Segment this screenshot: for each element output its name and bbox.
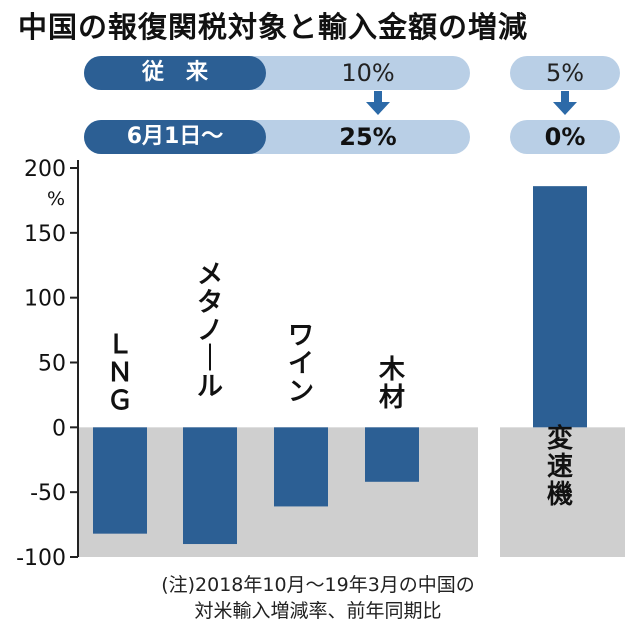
y-tick-label: 200 bbox=[24, 157, 66, 182]
negative-region-background bbox=[500, 427, 625, 557]
tariff-after-pill-group2: 0% bbox=[510, 120, 620, 154]
chart-title: 中国の報復関税対象と輸入金額の増減 bbox=[18, 10, 529, 44]
y-tick-label: -100 bbox=[16, 546, 66, 571]
tariff-after-pill-group1: 6月1日～ 25% bbox=[84, 120, 470, 154]
note-line-2: 対米輸入増減率、前年同期比 bbox=[194, 600, 442, 622]
category-label-3: ワイン bbox=[288, 321, 314, 407]
tariff-before-label: 従 来 bbox=[84, 56, 266, 90]
bar-5 bbox=[533, 186, 587, 428]
bar-1 bbox=[93, 427, 147, 534]
y-tick-label: -50 bbox=[30, 481, 66, 506]
tariff-before-rate-group1: 10% bbox=[341, 59, 395, 87]
category-label-5: 変速機 bbox=[547, 423, 573, 510]
y-tick-label: 50 bbox=[38, 352, 66, 377]
category-label-4: 木材 bbox=[378, 355, 405, 413]
category-label-2: メタノ｜ル bbox=[197, 260, 223, 402]
chart-note: (注)2018年10月～19年3月の中国の 対米輸入増減率、前年同期比 bbox=[98, 572, 538, 624]
bar-3 bbox=[274, 427, 328, 507]
tariff-after-rate-group2: 0% bbox=[544, 123, 586, 151]
arrow-down-icon bbox=[553, 91, 577, 115]
note-line-1: (注)2018年10月～19年3月の中国の bbox=[161, 574, 475, 596]
tariff-after-rate-group1: 25% bbox=[339, 123, 397, 151]
bar-2 bbox=[183, 427, 237, 545]
category-label-1: ＬＮＧ bbox=[107, 330, 133, 416]
y-tick-label: 0 bbox=[52, 416, 66, 441]
tariff-before-pill-group1: 従 来 10% bbox=[84, 56, 470, 90]
y-axis-unit: % bbox=[47, 188, 65, 210]
y-tick-label: 150 bbox=[24, 222, 66, 247]
bar-4 bbox=[365, 427, 419, 482]
tariff-before-pill-group2: 5% bbox=[510, 56, 620, 90]
tariff-before-rate-group2: 5% bbox=[545, 59, 585, 87]
arrow-down-icon bbox=[366, 91, 390, 115]
y-tick-label: 100 bbox=[24, 287, 66, 312]
tariff-after-label: 6月1日～ bbox=[84, 120, 266, 154]
